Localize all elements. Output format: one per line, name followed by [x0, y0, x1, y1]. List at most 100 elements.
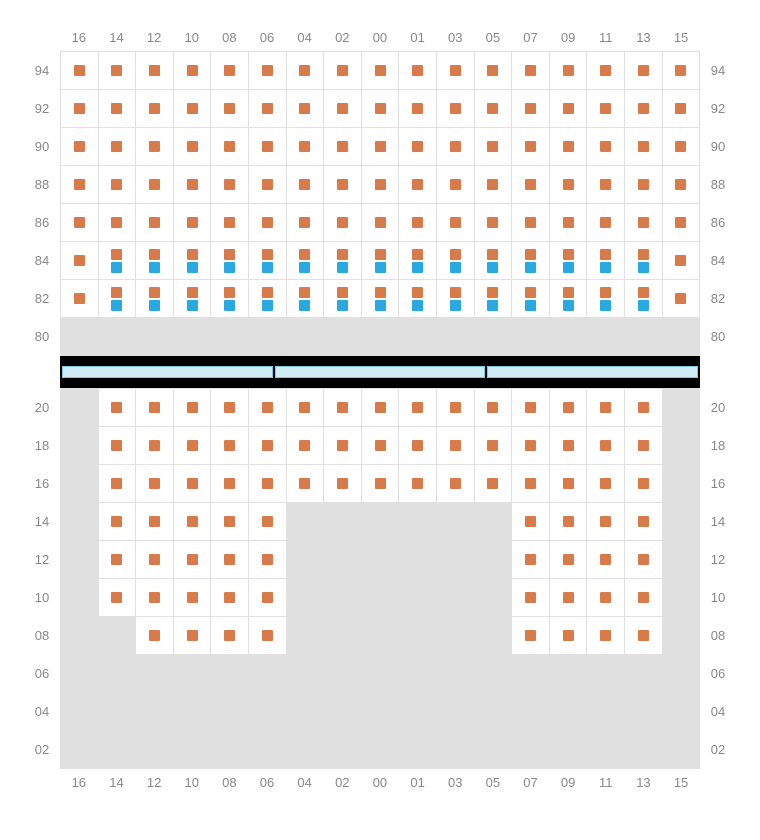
grid-cell[interactable]: [249, 90, 287, 128]
grid-cell[interactable]: [362, 318, 400, 356]
grid-cell[interactable]: [324, 52, 362, 90]
grid-cell[interactable]: [99, 280, 137, 318]
grid-cell[interactable]: [550, 242, 588, 280]
grid-cell[interactable]: [437, 128, 475, 166]
grid-cell[interactable]: [174, 128, 212, 166]
grid-cell[interactable]: [61, 128, 99, 166]
grid-cell[interactable]: [512, 503, 550, 541]
grid-cell[interactable]: [136, 204, 174, 242]
grid-cell[interactable]: [61, 389, 99, 427]
grid-cell[interactable]: [249, 389, 287, 427]
grid-cell[interactable]: [399, 204, 437, 242]
grid-cell[interactable]: [61, 731, 99, 769]
grid-cell[interactable]: [249, 166, 287, 204]
grid-cell[interactable]: [211, 731, 249, 769]
grid-cell[interactable]: [663, 204, 701, 242]
grid-cell[interactable]: [174, 90, 212, 128]
grid-cell[interactable]: [99, 204, 137, 242]
grid-cell[interactable]: [211, 427, 249, 465]
grid-cell[interactable]: [249, 503, 287, 541]
grid-cell[interactable]: [61, 541, 99, 579]
grid-cell[interactable]: [663, 280, 701, 318]
grid-cell[interactable]: [437, 579, 475, 617]
grid-cell[interactable]: [362, 427, 400, 465]
grid-cell[interactable]: [61, 166, 99, 204]
grid-cell[interactable]: [550, 52, 588, 90]
grid-cell[interactable]: [362, 465, 400, 503]
grid-cell[interactable]: [399, 655, 437, 693]
grid-cell[interactable]: [663, 541, 701, 579]
grid-cell[interactable]: [61, 427, 99, 465]
grid-cell[interactable]: [136, 693, 174, 731]
grid-cell[interactable]: [625, 318, 663, 356]
grid-cell[interactable]: [663, 166, 701, 204]
grid-cell[interactable]: [399, 90, 437, 128]
grid-cell[interactable]: [362, 579, 400, 617]
grid-cell[interactable]: [174, 52, 212, 90]
grid-cell[interactable]: [211, 166, 249, 204]
grid-cell[interactable]: [99, 617, 137, 655]
grid-cell[interactable]: [587, 693, 625, 731]
grid-cell[interactable]: [287, 389, 325, 427]
grid-cell[interactable]: [324, 579, 362, 617]
grid-cell[interactable]: [324, 617, 362, 655]
grid-cell[interactable]: [475, 541, 513, 579]
grid-cell[interactable]: [587, 427, 625, 465]
grid-cell[interactable]: [512, 166, 550, 204]
grid-cell[interactable]: [625, 579, 663, 617]
grid-cell[interactable]: [399, 579, 437, 617]
grid-cell[interactable]: [211, 280, 249, 318]
grid-cell[interactable]: [362, 280, 400, 318]
grid-cell[interactable]: [174, 655, 212, 693]
grid-cell[interactable]: [287, 579, 325, 617]
grid-cell[interactable]: [324, 731, 362, 769]
grid-cell[interactable]: [324, 655, 362, 693]
grid-cell[interactable]: [249, 427, 287, 465]
grid-cell[interactable]: [99, 90, 137, 128]
grid-cell[interactable]: [99, 579, 137, 617]
grid-cell[interactable]: [211, 128, 249, 166]
grid-cell[interactable]: [249, 655, 287, 693]
grid-cell[interactable]: [475, 204, 513, 242]
grid-cell[interactable]: [399, 617, 437, 655]
grid-cell[interactable]: [249, 318, 287, 356]
grid-cell[interactable]: [437, 389, 475, 427]
grid-cell[interactable]: [287, 318, 325, 356]
grid-cell[interactable]: [174, 731, 212, 769]
grid-cell[interactable]: [99, 128, 137, 166]
grid-cell[interactable]: [625, 280, 663, 318]
grid-cell[interactable]: [512, 617, 550, 655]
grid-cell[interactable]: [550, 503, 588, 541]
grid-cell[interactable]: [437, 204, 475, 242]
grid-cell[interactable]: [99, 731, 137, 769]
grid-cell[interactable]: [174, 389, 212, 427]
grid-cell[interactable]: [136, 541, 174, 579]
grid-cell[interactable]: [211, 204, 249, 242]
grid-cell[interactable]: [211, 693, 249, 731]
grid-cell[interactable]: [625, 204, 663, 242]
grid-cell[interactable]: [61, 693, 99, 731]
grid-cell[interactable]: [399, 242, 437, 280]
grid-cell[interactable]: [399, 128, 437, 166]
grid-cell[interactable]: [174, 204, 212, 242]
grid-cell[interactable]: [211, 579, 249, 617]
grid-cell[interactable]: [174, 242, 212, 280]
grid-cell[interactable]: [512, 465, 550, 503]
grid-cell[interactable]: [136, 128, 174, 166]
grid-cell[interactable]: [587, 52, 625, 90]
grid-cell[interactable]: [362, 128, 400, 166]
grid-cell[interactable]: [512, 204, 550, 242]
grid-cell[interactable]: [437, 693, 475, 731]
grid-cell[interactable]: [399, 166, 437, 204]
grid-cell[interactable]: [324, 90, 362, 128]
grid-cell[interactable]: [550, 318, 588, 356]
grid-cell[interactable]: [437, 541, 475, 579]
grid-cell[interactable]: [475, 503, 513, 541]
grid-cell[interactable]: [249, 541, 287, 579]
grid-cell[interactable]: [99, 655, 137, 693]
grid-cell[interactable]: [663, 318, 701, 356]
grid-cell[interactable]: [512, 579, 550, 617]
grid-cell[interactable]: [61, 579, 99, 617]
grid-cell[interactable]: [211, 617, 249, 655]
grid-cell[interactable]: [61, 503, 99, 541]
